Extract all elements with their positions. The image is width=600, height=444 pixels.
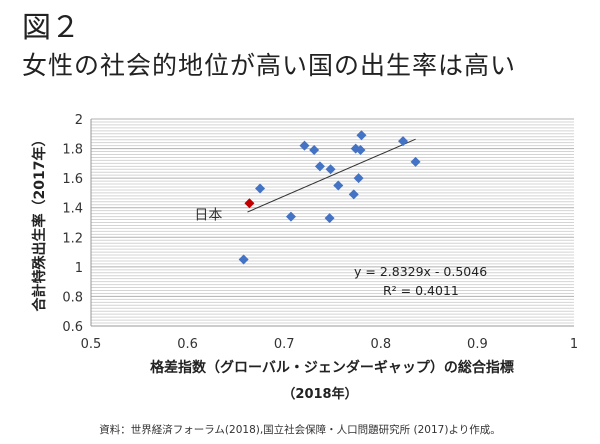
y-tick-label: 0.6: [62, 320, 83, 335]
y-axis-title: 合計特殊出生率（2017年）: [31, 133, 48, 312]
data-point: [333, 180, 344, 191]
data-point: [299, 140, 310, 151]
source-note: 資料：世界経済フォーラム(2018),国立社会保障・人口問題研究所 (2017)…: [99, 424, 501, 436]
y-tick-label: 1.8: [62, 143, 83, 158]
data-point: [410, 156, 421, 167]
data-point: [324, 213, 335, 224]
y-tick-label: 1: [75, 261, 83, 276]
japan-data-point: [244, 198, 255, 209]
trendline-equation: y = 2.8329x - 0.5046: [354, 264, 487, 279]
data-point: [309, 145, 320, 156]
data-point: [348, 189, 359, 200]
x-axis-title-year: （2018年）: [282, 386, 357, 402]
x-tick-label: 0.8: [370, 337, 391, 352]
x-tick-label: 0.9: [467, 337, 488, 352]
data-point: [355, 145, 366, 156]
trendline: [247, 138, 416, 213]
data-point: [353, 173, 364, 184]
japan-label: 日本: [194, 207, 222, 223]
data-point: [255, 183, 266, 194]
y-tick-label: 0.8: [62, 290, 83, 305]
data-point: [398, 136, 409, 147]
y-tick-label: 1.6: [62, 172, 83, 187]
x-tick-label: 0.7: [274, 337, 295, 352]
y-tick-label: 2: [75, 113, 83, 128]
chart-title: 女性の社会的地位が高い国の出生率は高い: [22, 51, 517, 80]
data-point: [356, 130, 367, 141]
data-point: [314, 161, 325, 172]
figure-label: 図２: [22, 10, 81, 44]
x-tick-label: 0.6: [177, 337, 198, 352]
data-point: [325, 164, 336, 175]
y-tick-label: 1.2: [62, 231, 83, 246]
data-point: [238, 254, 249, 265]
x-tick-label: 1: [570, 337, 578, 352]
x-tick-label: 0.5: [81, 337, 102, 352]
y-tick-label: 1.4: [62, 202, 83, 217]
x-axis-title: 格差指数（グローバル・ジェンダーギャップ）の総合指標: [150, 359, 514, 376]
data-point: [285, 211, 296, 222]
r-squared: R² = 0.4011: [383, 283, 459, 298]
